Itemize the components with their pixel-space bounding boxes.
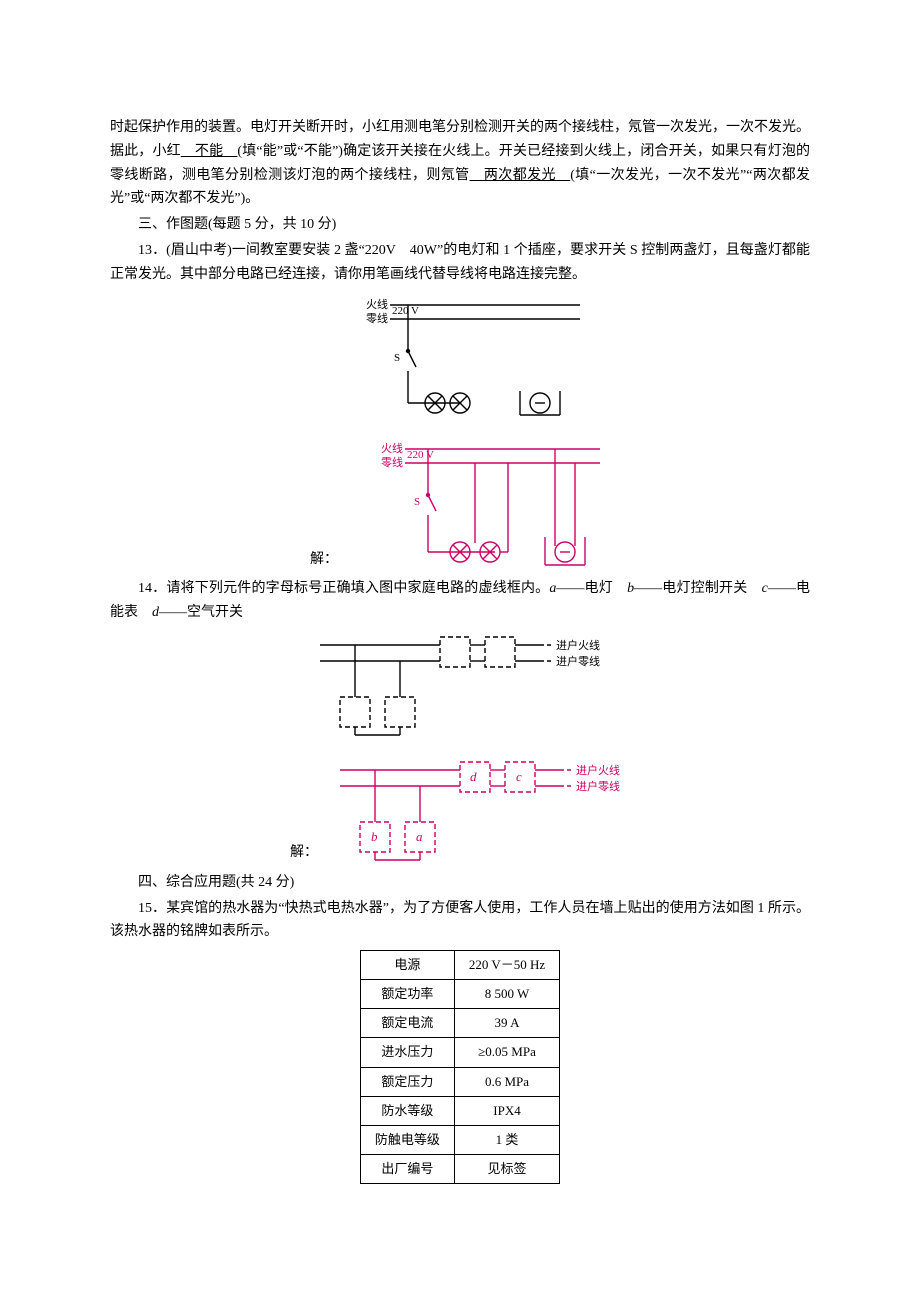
spec-table: 电源220 V－50 Hz 额定功率8 500 W 额定电流39 A 进水压力≥… <box>360 950 560 1184</box>
spec-cell: 额定功率 <box>360 980 454 1009</box>
table-row: 额定压力0.6 MPa <box>360 1067 559 1096</box>
q14-d-desc: ——空气开关 <box>159 605 243 620</box>
fig14s-live: 进户火线 <box>576 763 620 777</box>
q14-d-letter: d <box>152 605 159 620</box>
q14-a-desc: ——电灯 <box>556 581 627 596</box>
fig14-box-d: d <box>470 769 477 784</box>
fig14s-neutral: 进户零线 <box>576 779 620 793</box>
table-row: 防触电等级1 类 <box>360 1125 559 1154</box>
fig13s-voltage: 220 V <box>407 449 434 461</box>
spec-cell: 防水等级 <box>360 1096 454 1125</box>
table-row: 电源220 V－50 Hz <box>360 951 559 980</box>
fig13s-switch-label: S <box>414 496 420 508</box>
spec-cell: 39 A <box>454 1009 559 1038</box>
spec-cell: 8 500 W <box>454 980 559 1009</box>
fig13s-live-label: 火线 <box>381 441 403 455</box>
intro-blank-1: 不能 <box>181 144 238 159</box>
section4-heading: 四、综合应用题(共 24 分) <box>110 871 810 895</box>
paragraph-intro: 时起保护作用的装置。电灯开关断开时，小红用测电笔分别检测开关的两个接线柱，氖管一… <box>110 116 810 211</box>
spec-cell: 电源 <box>360 951 454 980</box>
spec-cell: 出厂编号 <box>360 1154 454 1183</box>
spec-cell: 220 V－50 Hz <box>454 951 559 980</box>
q15-text: 15．某宾馆的热水器为“快热式电热水器”，为了方便客人使用，工作人员在墙上贴出的… <box>110 897 810 945</box>
spec-cell: 0.6 MPa <box>454 1067 559 1096</box>
q13-text: 13．(眉山中考)一间教室要安装 2 盏“220V 40W”的电灯和 1 个插座… <box>110 239 810 287</box>
spec-cell: 进水压力 <box>360 1038 454 1067</box>
intro-blank-2: 两次都发光 <box>470 168 571 183</box>
spec-cell: 见标签 <box>454 1154 559 1183</box>
table-row: 额定电流39 A <box>360 1009 559 1038</box>
fig13s-neutral-label: 零线 <box>381 455 403 469</box>
section3-heading: 三、作图题(每题 5 分，共 10 分) <box>110 213 810 237</box>
fig14-box-c: c <box>516 769 522 784</box>
q14-text: 14．请将下列元件的字母标号正确填入图中家庭电路的虚线框内。a——电灯 b——电… <box>110 577 810 625</box>
fig13-switch-label: S <box>394 352 400 364</box>
q14-b-desc: ——电灯控制开关 <box>634 581 761 596</box>
fig14-live: 进户火线 <box>556 638 600 652</box>
spec-cell: ≥0.05 MPa <box>454 1038 559 1067</box>
table-row: 额定功率8 500 W <box>360 980 559 1009</box>
fig13-voltage: 220 V <box>392 305 419 317</box>
figure-13-solution: 火线 零线 220 V S <box>350 437 610 577</box>
table-row: 出厂编号见标签 <box>360 1154 559 1183</box>
spec-cell: 额定压力 <box>360 1067 454 1096</box>
figure-13-solution-row: 解： <box>110 437 810 577</box>
spec-cell: 1 类 <box>454 1125 559 1154</box>
fig14-box-a: a <box>416 829 423 844</box>
solution-label-13: 解： <box>310 548 338 572</box>
solution-label-14: 解： <box>290 841 318 865</box>
fig13-live-label: 火线 <box>366 297 388 311</box>
figure-13-top: 火线 零线 220 V S <box>110 293 810 432</box>
q14-intro: 14．请将下列元件的字母标号正确填入图中家庭电路的虚线框内。 <box>138 581 549 596</box>
fig14-box-b: b <box>371 829 378 844</box>
figure-14-solution-row: 解： d c b <box>110 756 810 871</box>
fig13-neutral-label: 零线 <box>366 311 388 325</box>
spec-cell: 额定电流 <box>360 1009 454 1038</box>
table-row: 防水等级IPX4 <box>360 1096 559 1125</box>
spec-cell: IPX4 <box>454 1096 559 1125</box>
fig14-neutral: 进户零线 <box>556 654 600 668</box>
spec-cell: 防触电等级 <box>360 1125 454 1154</box>
figure-14-top: 进户火线 进户零线 <box>110 631 810 750</box>
table-row: 进水压力≥0.05 MPa <box>360 1038 559 1067</box>
figure-14-solution: d c b a 进户火线 进户零线 <box>330 756 630 871</box>
